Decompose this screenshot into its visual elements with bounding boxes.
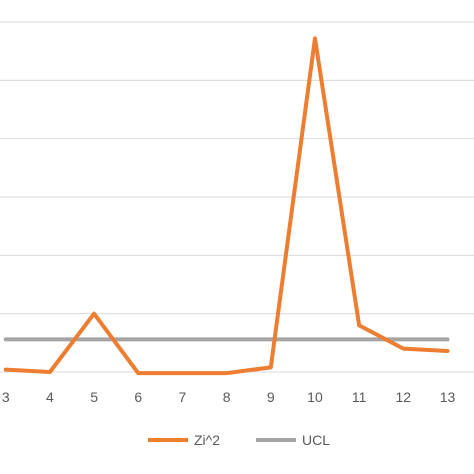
- x-tick-label: 12: [396, 389, 412, 405]
- legend-label-zi-2: Zi^2: [194, 432, 220, 448]
- x-tick-label: 6: [134, 389, 142, 405]
- legend-label-ucl: UCL: [302, 432, 330, 448]
- legend-item-ucl: UCL: [256, 432, 330, 448]
- x-tick-label: 3: [2, 389, 10, 405]
- series-line-zi-2: [3, 36, 450, 376]
- x-tick-label: 11: [352, 389, 367, 405]
- gridlines: [0, 21, 474, 373]
- legend: Zi^2 UCL: [148, 432, 330, 448]
- x-tick-label: 9: [267, 389, 275, 405]
- x-tick-label: 10: [307, 389, 323, 405]
- x-axis-tick-labels: 3 4 5 6 7 8 9 10 11 12 13: [2, 389, 456, 405]
- x-tick-label: 7: [179, 389, 187, 405]
- series-lines: [3, 36, 450, 376]
- x-tick-label: 5: [90, 389, 98, 405]
- x-tick-label: 4: [46, 389, 54, 405]
- x-tick-label: 13: [440, 389, 456, 405]
- x-tick-label: 8: [223, 389, 231, 405]
- legend-item-zi-2: Zi^2: [148, 432, 220, 448]
